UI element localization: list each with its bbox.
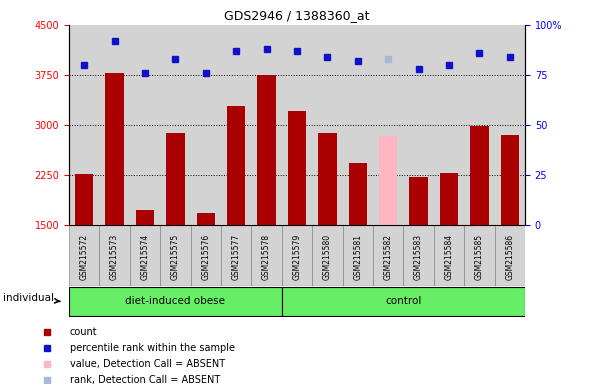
Bar (282, 225, 312, 286)
Text: individual: individual (4, 293, 60, 303)
Bar (379, 136, 397, 225)
Text: rank, Detection Call = ABSENT: rank, Detection Call = ABSENT (70, 374, 220, 384)
Text: diet-induced obese: diet-induced obese (125, 296, 226, 306)
Bar (288, 111, 306, 225)
Text: GSM215582: GSM215582 (384, 234, 392, 280)
Text: value, Detection Call = ABSENT: value, Detection Call = ABSENT (70, 359, 225, 369)
Bar (251, 225, 282, 286)
Bar (373, 225, 403, 286)
Text: GSM215585: GSM215585 (475, 234, 484, 280)
Bar (434, 225, 464, 286)
Bar (69, 287, 282, 316)
Bar (75, 174, 94, 225)
Bar (227, 106, 245, 225)
Bar (440, 174, 458, 225)
Bar (470, 126, 488, 225)
Text: GSM215573: GSM215573 (110, 234, 119, 280)
Text: GSM215576: GSM215576 (202, 234, 211, 280)
Bar (312, 225, 343, 286)
Bar (257, 75, 276, 225)
Text: GSM215586: GSM215586 (505, 234, 514, 280)
Bar (221, 225, 251, 286)
Bar (106, 73, 124, 225)
Bar (160, 225, 191, 286)
Bar (136, 210, 154, 225)
Text: GSM215581: GSM215581 (353, 234, 362, 280)
Text: count: count (70, 327, 98, 337)
Text: GSM215578: GSM215578 (262, 234, 271, 280)
Text: control: control (385, 296, 422, 306)
Bar (318, 133, 337, 225)
Text: GSM215583: GSM215583 (414, 234, 423, 280)
Title: GDS2946 / 1388360_at: GDS2946 / 1388360_at (224, 9, 370, 22)
Text: GSM215574: GSM215574 (140, 234, 149, 280)
Bar (282, 287, 525, 316)
Text: GSM215584: GSM215584 (445, 234, 454, 280)
Text: GSM215572: GSM215572 (80, 234, 89, 280)
Bar (343, 225, 373, 286)
Text: GSM215580: GSM215580 (323, 234, 332, 280)
Bar (464, 225, 494, 286)
Bar (494, 225, 525, 286)
Bar (197, 213, 215, 225)
Text: GSM215577: GSM215577 (232, 234, 241, 280)
Bar (349, 164, 367, 225)
Bar (403, 225, 434, 286)
Bar (130, 225, 160, 286)
Bar (191, 225, 221, 286)
Text: GSM215575: GSM215575 (171, 234, 180, 280)
Text: GSM215579: GSM215579 (293, 234, 302, 280)
Bar (500, 136, 519, 225)
Bar (166, 134, 185, 225)
Bar (409, 177, 428, 225)
Bar (69, 225, 100, 286)
Bar (100, 225, 130, 286)
Text: percentile rank within the sample: percentile rank within the sample (70, 343, 235, 353)
